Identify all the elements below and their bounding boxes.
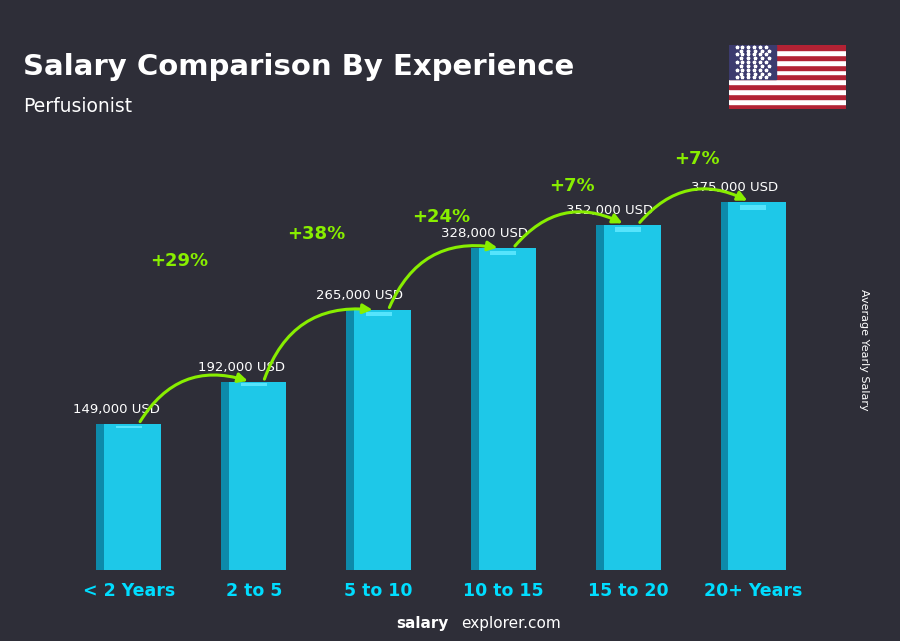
Text: +7%: +7% xyxy=(674,150,720,168)
Bar xyxy=(729,45,776,79)
Bar xyxy=(365,312,392,316)
Bar xyxy=(729,60,846,65)
Text: Average Yearly Salary: Average Yearly Salary xyxy=(859,288,869,410)
Text: +24%: +24% xyxy=(412,208,470,226)
Bar xyxy=(729,94,846,99)
Bar xyxy=(729,89,846,94)
Text: 192,000 USD: 192,000 USD xyxy=(198,361,284,374)
Bar xyxy=(241,383,266,386)
Bar xyxy=(729,74,846,79)
Text: +38%: +38% xyxy=(287,226,346,244)
Text: 375,000 USD: 375,000 USD xyxy=(690,181,778,194)
Bar xyxy=(729,65,846,69)
Bar xyxy=(116,426,142,428)
Text: +29%: +29% xyxy=(149,252,208,270)
Bar xyxy=(346,310,411,570)
Bar xyxy=(491,251,517,255)
Bar xyxy=(221,382,286,570)
Bar xyxy=(721,202,728,570)
FancyArrowPatch shape xyxy=(515,212,619,246)
Bar xyxy=(729,79,846,85)
Text: +7%: +7% xyxy=(549,177,595,195)
Text: Salary Comparison By Experience: Salary Comparison By Experience xyxy=(23,53,574,81)
FancyArrowPatch shape xyxy=(265,305,369,379)
Bar xyxy=(96,424,161,570)
Bar xyxy=(729,104,846,109)
FancyArrowPatch shape xyxy=(640,189,744,222)
Bar xyxy=(96,424,104,570)
Bar xyxy=(729,50,846,54)
FancyArrowPatch shape xyxy=(390,242,494,308)
Bar xyxy=(729,85,846,89)
Bar xyxy=(471,248,479,570)
Bar xyxy=(729,69,846,74)
Text: 265,000 USD: 265,000 USD xyxy=(316,289,403,302)
Text: 352,000 USD: 352,000 USD xyxy=(566,204,653,217)
Text: 149,000 USD: 149,000 USD xyxy=(73,403,159,416)
Text: explorer.com: explorer.com xyxy=(461,617,561,631)
FancyArrowPatch shape xyxy=(140,374,245,422)
Bar xyxy=(729,54,846,60)
Bar xyxy=(729,45,846,50)
Text: salary: salary xyxy=(396,617,448,631)
Bar xyxy=(471,248,536,570)
Bar xyxy=(221,382,230,570)
Bar xyxy=(740,204,766,210)
Bar xyxy=(721,202,786,570)
Text: 328,000 USD: 328,000 USD xyxy=(441,228,528,240)
Bar xyxy=(596,224,661,570)
Bar xyxy=(616,227,641,232)
Bar xyxy=(346,310,354,570)
Bar xyxy=(596,224,604,570)
Text: Perfusionist: Perfusionist xyxy=(23,97,132,116)
Bar xyxy=(729,99,846,104)
